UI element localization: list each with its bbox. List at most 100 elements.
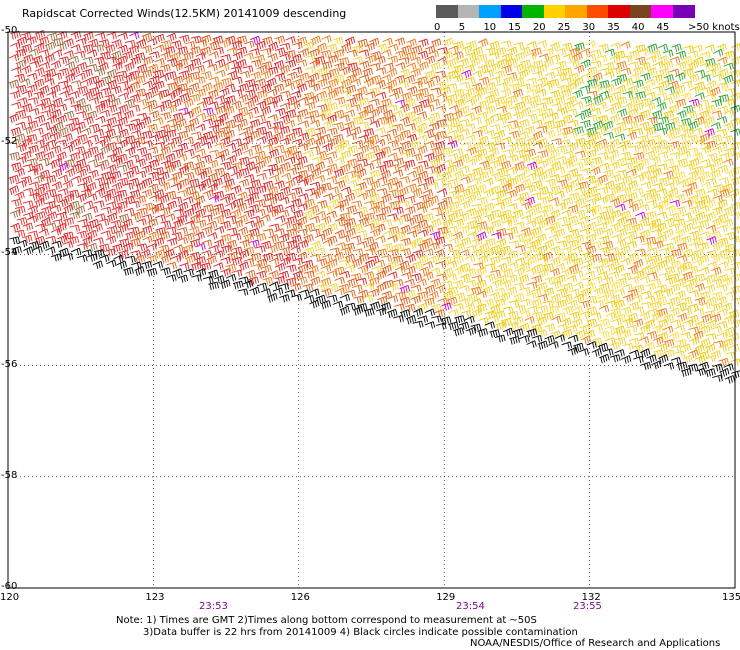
wind-barb <box>669 68 680 77</box>
wind-barb <box>591 84 602 93</box>
wind-barb <box>382 242 394 251</box>
wind-barb <box>585 40 596 49</box>
wind-barb <box>279 233 290 243</box>
wind-barb <box>729 69 740 79</box>
wind-barb <box>221 77 232 87</box>
wind-barb <box>38 49 50 57</box>
wind-barb <box>40 73 52 82</box>
wind-barb <box>182 87 194 96</box>
wind-barb <box>562 256 574 265</box>
wind-barb <box>51 158 63 168</box>
wind-barb <box>633 174 644 182</box>
wind-barb <box>94 163 106 171</box>
wind-barb <box>464 194 476 204</box>
wind-barb <box>383 62 394 71</box>
wind-barb <box>730 297 740 305</box>
wind-barb <box>237 202 248 213</box>
wind-barb <box>693 248 704 258</box>
wind-barb <box>316 42 328 53</box>
wind-barb <box>533 166 544 177</box>
wind-barb <box>536 329 548 338</box>
wind-barb <box>526 267 537 276</box>
wind-barb <box>368 134 380 144</box>
wind-barb <box>603 95 614 104</box>
wind-barb <box>610 330 622 338</box>
wind-barb <box>113 254 124 263</box>
wind-barb <box>160 267 171 276</box>
wind-barb <box>449 201 460 211</box>
wind-barb <box>149 194 160 203</box>
wind-barb <box>327 102 338 112</box>
wind-barb <box>718 274 729 283</box>
wind-barb <box>149 51 160 59</box>
wind-barb <box>149 134 160 142</box>
wind-barb <box>262 168 274 176</box>
wind-barb <box>645 102 656 111</box>
wind-barb <box>562 160 573 169</box>
wind-barb <box>194 160 206 171</box>
wind-barb <box>561 173 572 182</box>
wind-barb <box>716 296 728 305</box>
wind-barb <box>101 193 112 203</box>
wind-barb <box>106 142 118 151</box>
wind-barb <box>526 281 538 289</box>
wind-barb <box>256 90 268 99</box>
wind-barb <box>645 55 657 64</box>
wind-barb <box>213 118 225 128</box>
wind-barb <box>591 60 602 68</box>
wind-barb <box>104 44 116 54</box>
wind-barb <box>635 140 646 149</box>
wind-barb <box>356 86 368 96</box>
wind-barb <box>452 124 464 133</box>
wind-barb <box>311 156 322 164</box>
wind-barb <box>340 222 352 231</box>
wind-barb <box>458 225 470 234</box>
wind-barb <box>694 92 705 100</box>
wind-barb <box>202 82 213 93</box>
wind-barb <box>573 101 584 110</box>
wind-barb <box>578 324 590 334</box>
wind-barb <box>40 143 51 153</box>
wind-barb <box>657 332 669 341</box>
wind-barb <box>321 35 332 43</box>
wind-barb <box>659 247 670 256</box>
wind-barb <box>724 267 736 275</box>
wind-barb <box>351 173 362 182</box>
wind-barb <box>663 242 675 251</box>
wind-barb <box>112 157 123 167</box>
wind-barb <box>148 159 160 169</box>
wind-barb <box>148 64 159 74</box>
wind-barb <box>200 46 211 56</box>
wind-barb <box>526 88 537 97</box>
wind-barb <box>212 177 223 188</box>
wind-barb <box>166 261 177 270</box>
legend-swatch <box>522 5 544 18</box>
wind-barb <box>664 254 675 264</box>
wind-barb <box>719 188 730 198</box>
wind-barb <box>555 48 567 56</box>
wind-barb <box>554 166 566 175</box>
wind-barb <box>513 316 524 326</box>
wind-barb <box>365 91 376 99</box>
wind-barb <box>52 97 63 108</box>
wind-barb <box>328 186 340 194</box>
wind-barb <box>304 115 316 123</box>
wind-barb <box>635 56 646 65</box>
wind-barb <box>250 71 261 80</box>
wind-barb <box>214 225 225 234</box>
wind-barb <box>548 341 559 349</box>
wind-barb <box>680 140 692 150</box>
wind-barb <box>117 44 129 54</box>
wind-barb <box>602 205 614 214</box>
wind-barb <box>417 160 429 168</box>
wind-barb <box>700 277 711 285</box>
wind-barb <box>530 238 541 249</box>
wind-barb <box>279 294 290 303</box>
wind-barb <box>604 193 616 203</box>
wind-barb <box>647 116 658 125</box>
wind-barb <box>261 83 272 94</box>
wind-barb <box>483 177 494 186</box>
wind-barb <box>400 129 412 139</box>
wind-barb <box>98 62 109 73</box>
wind-barb <box>548 233 560 242</box>
